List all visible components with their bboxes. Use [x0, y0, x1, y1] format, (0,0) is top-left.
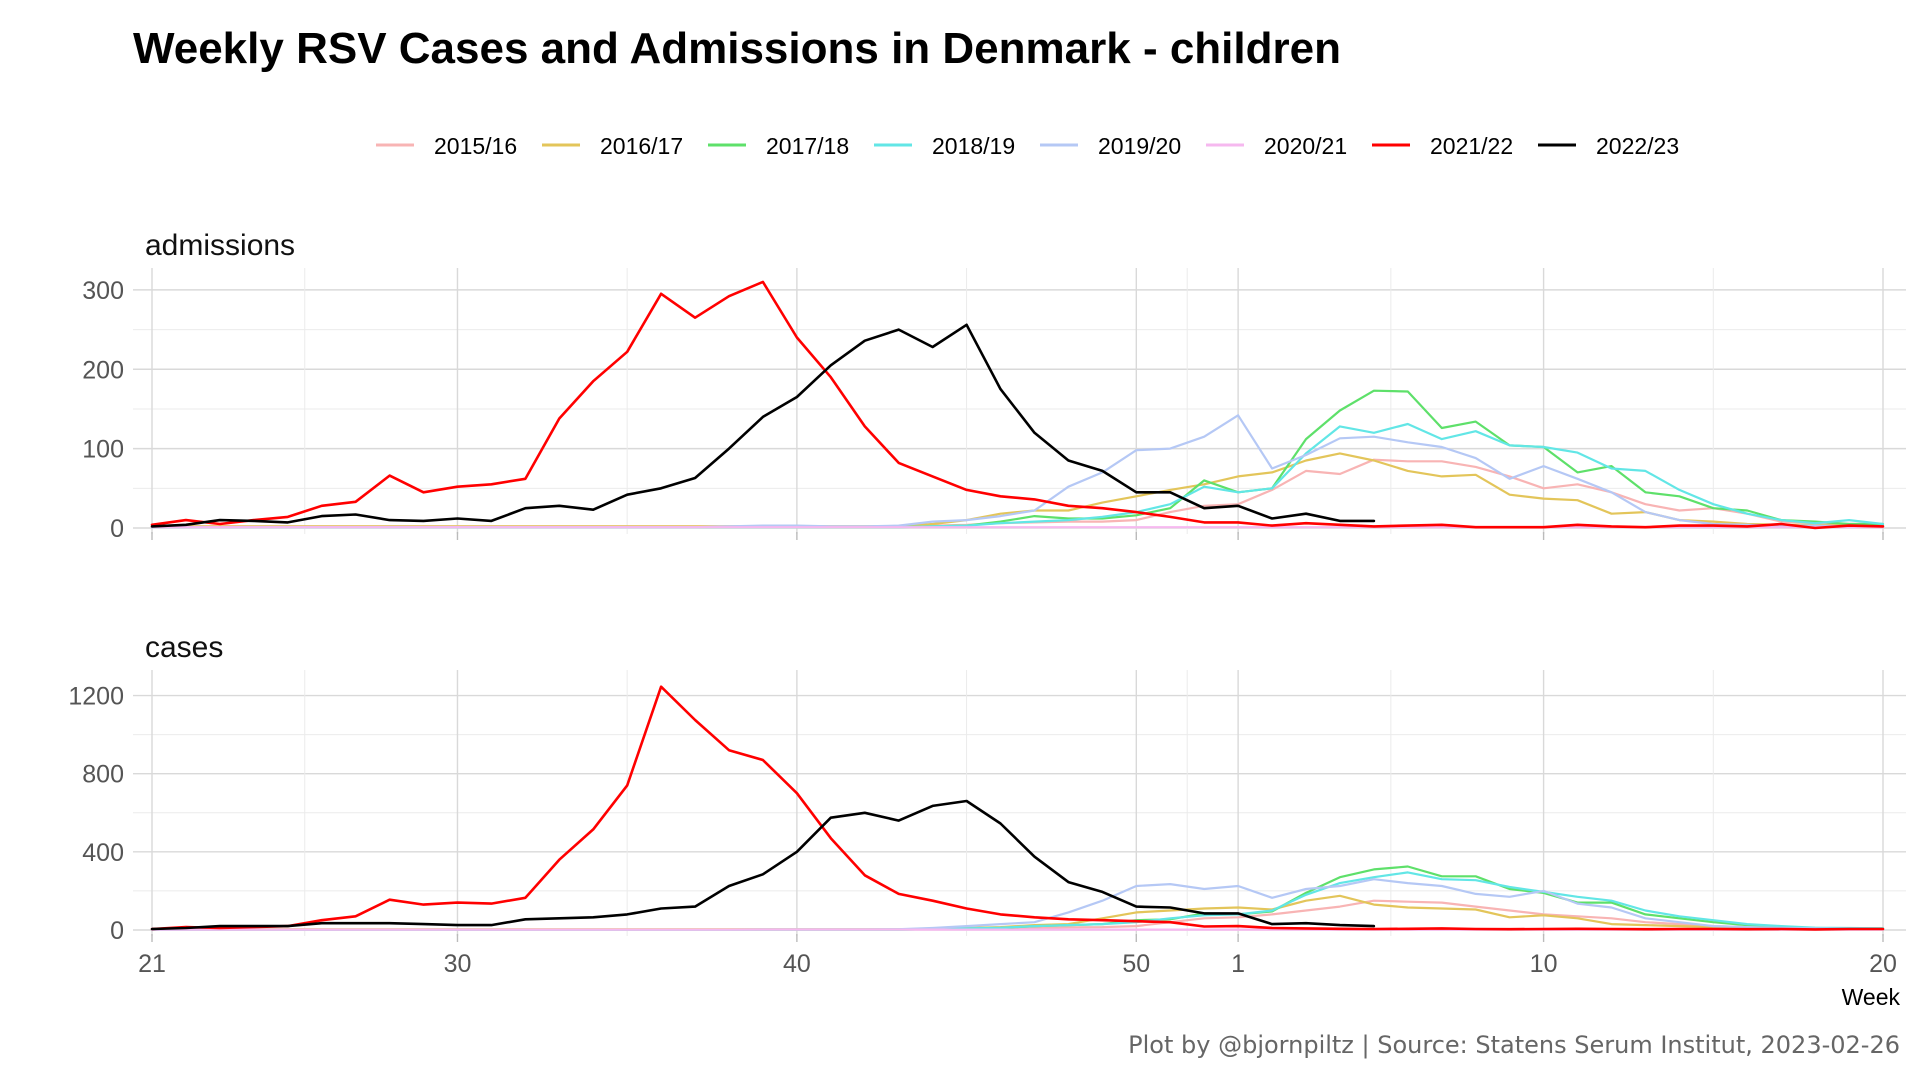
legend-label: 2015/16	[434, 133, 517, 159]
chart-caption: Plot by @bjornpiltz | Source: Statens Se…	[1128, 1031, 1900, 1059]
x-tick-label: 1	[1231, 950, 1245, 978]
legend-label: 2021/22	[1430, 133, 1513, 159]
y-tick-label: 200	[82, 356, 124, 384]
x-axis-title: Week	[1842, 984, 1901, 1010]
legend-item: 2015/16	[376, 133, 517, 159]
legend-item: 2020/21	[1206, 133, 1347, 159]
legend: 2015/16 2016/17 2017/18 2018/19 2019/20 2020/…	[376, 133, 1679, 159]
y-tick-label: 100	[82, 436, 124, 464]
series-line-2022-23	[150, 323, 1376, 528]
x-tick-label: 20	[1869, 950, 1897, 978]
legend-item: 2021/22	[1372, 133, 1513, 159]
legend-label: 2017/18	[766, 133, 849, 159]
panel-admissions: admissions 0 100 200 300	[82, 229, 1906, 543]
series-line-2021-22	[150, 685, 1885, 931]
y-tick-label: 300	[82, 277, 124, 305]
facet-label: cases	[145, 631, 223, 664]
y-tick-label: 1200	[68, 683, 124, 711]
legend-item: 2022/23	[1538, 133, 1679, 159]
y-tick-label: 0	[110, 917, 124, 945]
x-tick-label: 21	[138, 950, 166, 978]
facet-label: admissions	[145, 229, 295, 262]
legend-label: 2022/23	[1596, 133, 1679, 159]
legend-item: 2018/19	[874, 133, 1015, 159]
y-tick-label: 800	[82, 761, 124, 789]
panels: admissions 0 100 200 300 cases 0 400 800 1200 21 30…	[68, 229, 1906, 978]
legend-item: 2016/17	[542, 133, 683, 159]
series-line-2016-17	[150, 452, 1885, 528]
series-line-2018-19	[150, 871, 1885, 931]
chart-title: Weekly RSV Cases and Admissions in Denma…	[133, 24, 1341, 73]
x-tick-label: 10	[1530, 950, 1558, 978]
x-tick-label: 30	[444, 950, 472, 978]
legend-label: 2018/19	[932, 133, 1015, 159]
series-line-2019-20	[150, 414, 1885, 529]
legend-item: 2017/18	[708, 133, 849, 159]
legend-label: 2016/17	[600, 133, 683, 159]
y-tick-label: 400	[82, 839, 124, 867]
series-line-2021-22	[150, 280, 1885, 530]
legend-item: 2019/20	[1040, 133, 1181, 159]
series-line-2022-23	[150, 799, 1376, 931]
legend-label: 2019/20	[1098, 133, 1181, 159]
x-tick-label: 50	[1122, 950, 1150, 978]
x-tick-label: 40	[783, 950, 811, 978]
panel-cases: cases 0 400 800 1200	[68, 631, 1906, 945]
y-tick-label: 0	[110, 515, 124, 543]
legend-label: 2020/21	[1264, 133, 1347, 159]
